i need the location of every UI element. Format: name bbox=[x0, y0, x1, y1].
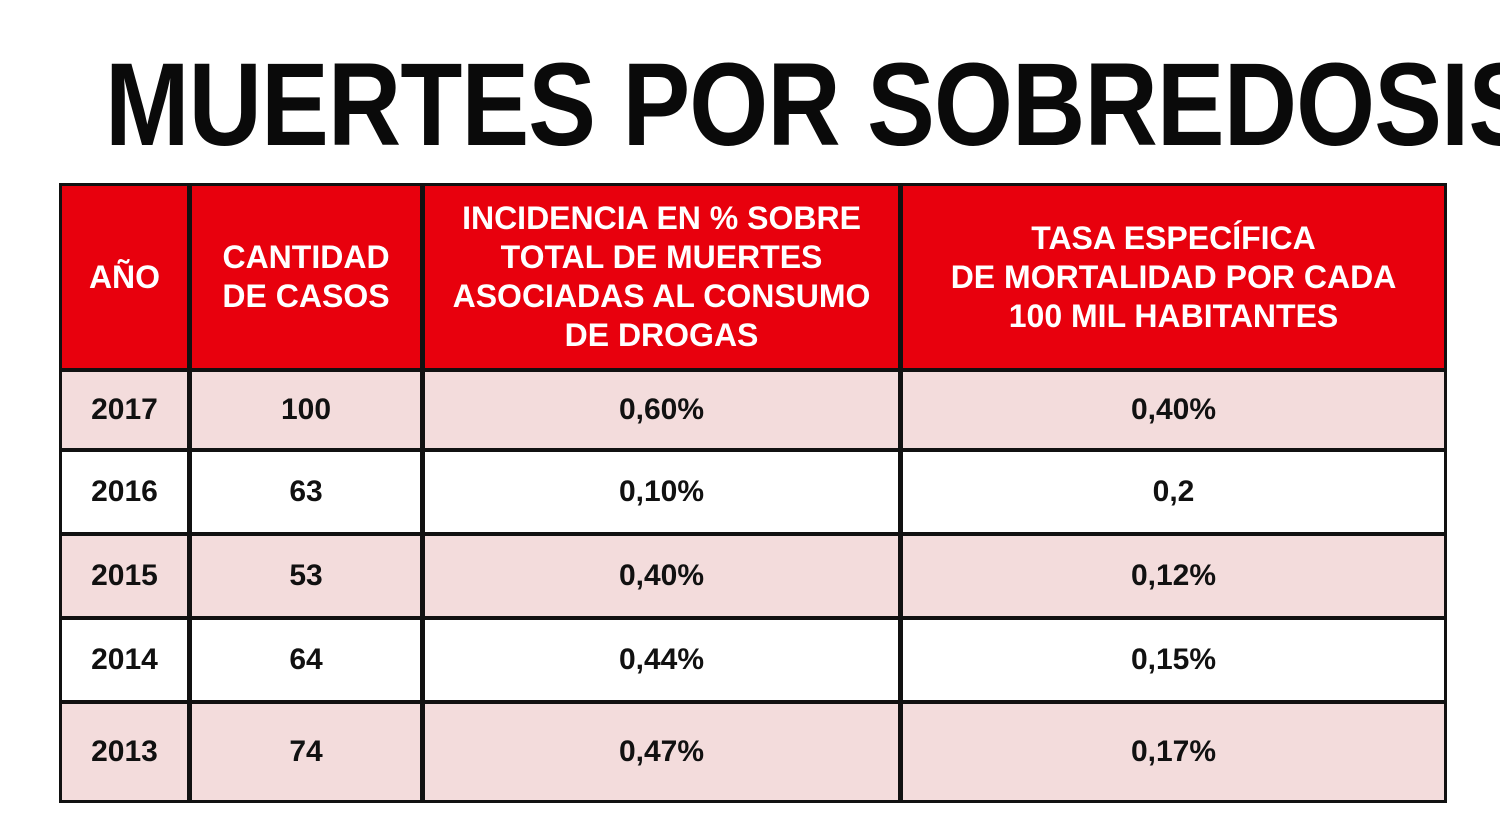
cell-mortality-rate: 0,2 bbox=[903, 452, 1444, 536]
cell-cases: 100 bbox=[192, 372, 425, 452]
table-row: 2014 64 0,44% 0,15% bbox=[62, 620, 1444, 704]
cell-year: 2014 bbox=[62, 620, 192, 704]
cell-year: 2016 bbox=[62, 452, 192, 536]
cell-mortality-rate: 0,12% bbox=[903, 536, 1444, 620]
cell-incidence: 0,10% bbox=[425, 452, 903, 536]
cell-year: 2015 bbox=[62, 536, 192, 620]
header-incidence-line: ASOCIADAS AL CONSUMO bbox=[452, 278, 871, 314]
header-cases-line: CANTIDAD bbox=[222, 239, 390, 275]
table-row: 2015 53 0,40% 0,12% bbox=[62, 536, 1444, 620]
cell-cases: 53 bbox=[192, 536, 425, 620]
cell-mortality-rate: 0,40% bbox=[903, 372, 1444, 452]
table-header-row: AÑO CANTIDAD DE CASOS INCIDENCIA EN % SO… bbox=[62, 186, 1444, 372]
header-year-line: AÑO bbox=[88, 258, 161, 295]
cell-year: 2017 bbox=[62, 372, 192, 452]
cell-incidence: 0,47% bbox=[425, 704, 903, 800]
header-year: AÑO bbox=[62, 186, 192, 372]
header-incidence-line: TOTAL DE MUERTES bbox=[500, 239, 823, 275]
data-table: AÑO CANTIDAD DE CASOS INCIDENCIA EN % SO… bbox=[59, 183, 1447, 803]
header-incidence-line: DE DROGAS bbox=[564, 317, 759, 353]
header-cases-line: DE CASOS bbox=[222, 278, 390, 314]
header-mortality-line: TASA ESPECÍFICA bbox=[1031, 219, 1316, 256]
header-cases: CANTIDAD DE CASOS bbox=[192, 186, 425, 372]
table-row: 2013 74 0,47% 0,17% bbox=[62, 704, 1444, 800]
header-incidence: INCIDENCIA EN % SOBRE TOTAL DE MUERTES A… bbox=[425, 186, 903, 372]
table-row: 2016 63 0,10% 0,2 bbox=[62, 452, 1444, 536]
cell-cases: 74 bbox=[192, 704, 425, 800]
header-incidence-line: INCIDENCIA EN % SOBRE bbox=[462, 200, 861, 236]
header-mortality-rate: TASA ESPECÍFICA DE MORTALIDAD POR CADA 1… bbox=[903, 186, 1444, 372]
cell-cases: 64 bbox=[192, 620, 425, 704]
page-title: MUERTES POR SOBREDOSIS bbox=[105, 39, 1500, 171]
cell-cases: 63 bbox=[192, 452, 425, 536]
cell-year: 2013 bbox=[62, 704, 192, 800]
header-mortality-line: 100 MIL HABITANTES bbox=[1008, 297, 1339, 334]
cell-incidence: 0,60% bbox=[425, 372, 903, 452]
cell-incidence: 0,44% bbox=[425, 620, 903, 704]
cell-mortality-rate: 0,15% bbox=[903, 620, 1444, 704]
cell-incidence: 0,40% bbox=[425, 536, 903, 620]
cell-mortality-rate: 0,17% bbox=[903, 704, 1444, 800]
header-mortality-line: DE MORTALIDAD POR CADA bbox=[950, 258, 1397, 295]
table-row: 2017 100 0,60% 0,40% bbox=[62, 372, 1444, 452]
